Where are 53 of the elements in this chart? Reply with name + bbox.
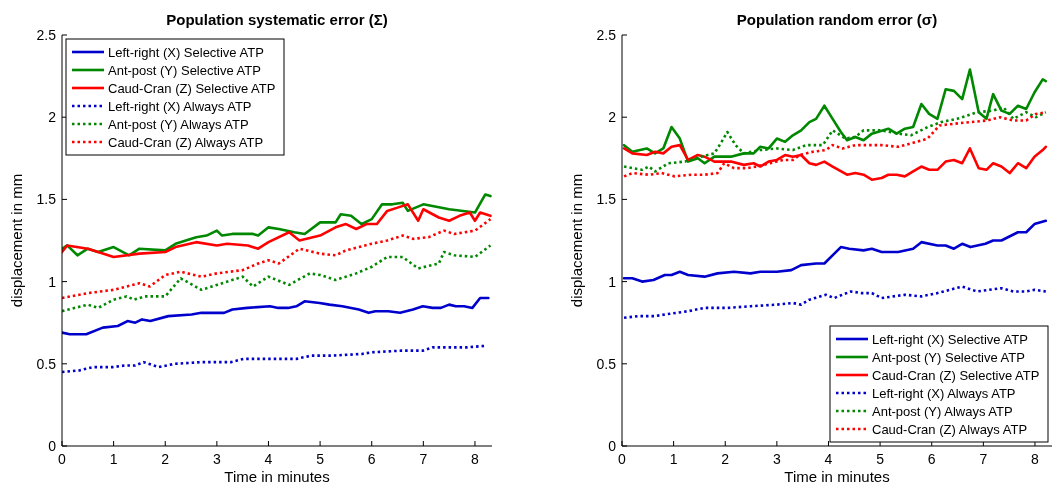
y-axis-title: displacement in mm xyxy=(568,173,585,308)
legend-label: Caud-Cran (Z) Selective ATP xyxy=(872,367,1040,383)
x-tick-label: 3 xyxy=(772,451,781,467)
line-series xyxy=(622,285,1048,320)
x-tick-label: 2 xyxy=(161,451,170,467)
x-tick-label: 6 xyxy=(927,451,936,467)
y-tick-label: 0 xyxy=(48,437,57,454)
y-tick-label: 0 xyxy=(608,437,617,454)
x-tick-label: 3 xyxy=(212,451,221,467)
y-tick-label: 1.5 xyxy=(36,191,57,208)
legend-label: Caud-Cran (Z) Selective ATP xyxy=(108,80,276,96)
legend-label: Ant-post (Y) Always ATP xyxy=(872,403,1013,419)
y-tick-label: 2 xyxy=(48,109,57,126)
x-tick-label: 8 xyxy=(1031,451,1040,467)
legend-label: Ant-post (Y) Always ATP xyxy=(108,116,249,132)
x-tick-label: 2 xyxy=(721,451,730,467)
x-tick-label: 0 xyxy=(58,451,67,467)
line-series xyxy=(62,296,490,336)
x-axis-title: Time in minutes xyxy=(224,468,330,485)
x-tick-label: 0 xyxy=(618,451,627,467)
y-tick-label: 2 xyxy=(608,109,617,126)
legend-label: Ant-post (Y) Selective ATP xyxy=(108,62,261,78)
y-tick-label: 1 xyxy=(608,273,617,290)
x-tick-label: 6 xyxy=(367,451,376,467)
y-tick-label: 1 xyxy=(48,273,57,290)
chart-title: Population systematic error (Σ) xyxy=(166,11,388,28)
y-axis-title: displacement in mm xyxy=(8,173,25,308)
y-tick-label: 0.5 xyxy=(36,355,57,372)
line-series xyxy=(62,244,492,313)
x-tick-label: 5 xyxy=(316,451,325,467)
chart-title: Population random error (σ) xyxy=(736,11,938,28)
legend-label: Caud-Cran (Z) Always ATP xyxy=(108,134,264,150)
legend-label: Left-right (X) Selective ATP xyxy=(108,44,264,60)
x-tick-label: 8 xyxy=(471,451,480,467)
x-tick-label: 1 xyxy=(109,451,118,467)
y-tick-label: 2.5 xyxy=(596,26,617,43)
legend-label: Left-right (X) Selective ATP xyxy=(872,331,1028,347)
x-tick-label: 7 xyxy=(419,451,428,467)
x-tick-label: 5 xyxy=(876,451,885,467)
legend-label: Left-right (X) Always ATP xyxy=(108,98,252,114)
y-tick-label: 2.5 xyxy=(36,26,57,43)
x-axis-title: Time in minutes xyxy=(784,468,890,485)
x-tick-label: 4 xyxy=(824,451,833,467)
x-tick-label: 1 xyxy=(669,451,678,467)
line-series xyxy=(622,219,1048,283)
y-tick-label: 1.5 xyxy=(596,191,617,208)
y-tick-label: 0.5 xyxy=(596,355,617,372)
line-series xyxy=(62,193,492,257)
legend-label: Caud-Cran (Z) Always ATP xyxy=(872,421,1028,437)
legend-label: Left-right (X) Always ATP xyxy=(872,385,1016,401)
x-tick-label: 4 xyxy=(264,451,273,467)
x-tick-label: 7 xyxy=(979,451,988,467)
legend-label: Ant-post (Y) Selective ATP xyxy=(872,349,1025,365)
